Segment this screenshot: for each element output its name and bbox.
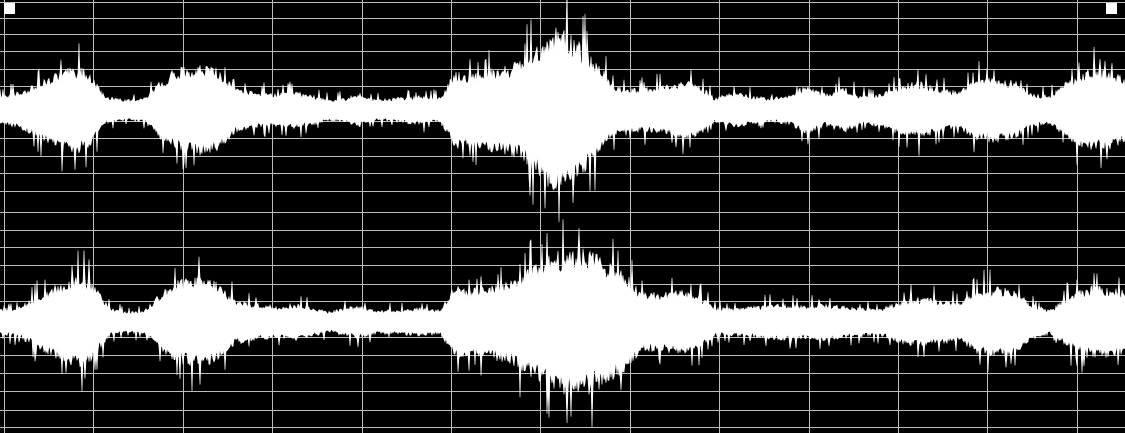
channel-2-waveform	[0, 219, 1125, 427]
channel-1-waveform	[0, 0, 1125, 222]
selection-start-handle[interactable]	[4, 3, 15, 14]
selection-end-handle[interactable]	[1106, 3, 1117, 14]
